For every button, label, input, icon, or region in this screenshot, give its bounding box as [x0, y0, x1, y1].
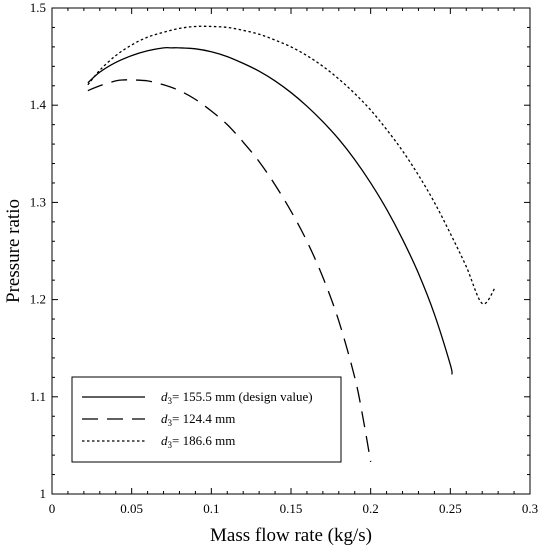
x-tick-label-2: 0.1	[203, 501, 219, 516]
x-axis-title: Mass flow rate (kg/s)	[210, 525, 372, 546]
series-line-solid	[87, 46, 453, 375]
y-axis-title: Pressure ratio	[3, 199, 24, 303]
legend-label-dotted: d3= 186.6 mm	[161, 433, 235, 450]
x-tick-label-5: 0.25	[439, 501, 462, 516]
x-tick-label-3: 0.15	[280, 501, 303, 516]
legend-label-dashed: d3= 124.4 mm	[161, 411, 235, 428]
x-tick-label-6: 0.3	[522, 501, 538, 516]
y-tick-label-3: 1.3	[30, 194, 46, 209]
series-line-dotted	[87, 25, 496, 305]
axis-tick-labels: 0 0.05 0.1 0.15 0.2 0.25 0.3 1 1.1 1.2 1.3 1.4 1.5	[30, 0, 538, 516]
y-tick-label-2: 1.2	[30, 292, 46, 307]
y-tick-label-4: 1.4	[30, 97, 47, 112]
x-tick-label-0: 0	[49, 501, 56, 516]
series-line-dashed	[87, 79, 372, 463]
y-tick-label-0: 1	[40, 486, 47, 501]
axis-ticks	[51, 7, 531, 495]
y-tick-label-5: 1.5	[30, 0, 46, 15]
legend-items: d3= 155.5 mm (design value) d3= 124.4 mm d…	[82, 389, 313, 450]
series-lines	[87, 25, 496, 463]
legend-label-solid: d3= 155.5 mm (design value)	[161, 389, 313, 406]
y-tick-label-1: 1.1	[30, 389, 46, 404]
legend: d3= 155.5 mm (design value) d3= 124.4 mm d…	[71, 376, 342, 463]
x-tick-label-1: 0.05	[120, 501, 143, 516]
x-tick-label-4: 0.2	[363, 501, 379, 516]
